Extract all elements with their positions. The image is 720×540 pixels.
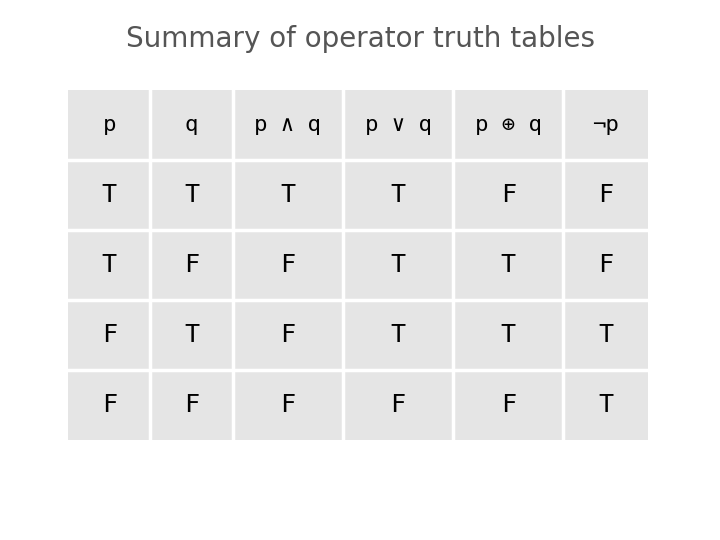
Text: T: T (390, 253, 405, 277)
Text: F: F (280, 393, 295, 417)
Text: T: T (500, 253, 516, 277)
Text: T: T (598, 393, 613, 417)
Text: F: F (500, 183, 516, 207)
Text: T: T (598, 323, 613, 347)
Text: F: F (390, 393, 405, 417)
Text: T: T (184, 183, 199, 207)
Text: p ∨ q: p ∨ q (364, 115, 431, 135)
Text: F: F (102, 323, 117, 347)
Text: p: p (102, 115, 116, 135)
Text: F: F (500, 393, 516, 417)
Text: T: T (500, 323, 516, 347)
Bar (68, 90, 648, 440)
Text: F: F (598, 253, 613, 277)
Text: T: T (102, 183, 117, 207)
Text: F: F (184, 393, 199, 417)
Text: p ∧ q: p ∧ q (254, 115, 321, 135)
Text: T: T (280, 183, 295, 207)
Text: Summary of operator truth tables: Summary of operator truth tables (125, 25, 595, 53)
Text: F: F (598, 183, 613, 207)
Text: T: T (102, 253, 117, 277)
Text: T: T (184, 323, 199, 347)
Text: T: T (390, 183, 405, 207)
Text: p ⊕ q: p ⊕ q (474, 115, 541, 135)
Text: q: q (185, 115, 198, 135)
Text: F: F (280, 253, 295, 277)
Text: T: T (390, 323, 405, 347)
Text: ¬p: ¬p (593, 115, 619, 135)
Text: F: F (184, 253, 199, 277)
Text: F: F (280, 323, 295, 347)
Text: F: F (102, 393, 117, 417)
